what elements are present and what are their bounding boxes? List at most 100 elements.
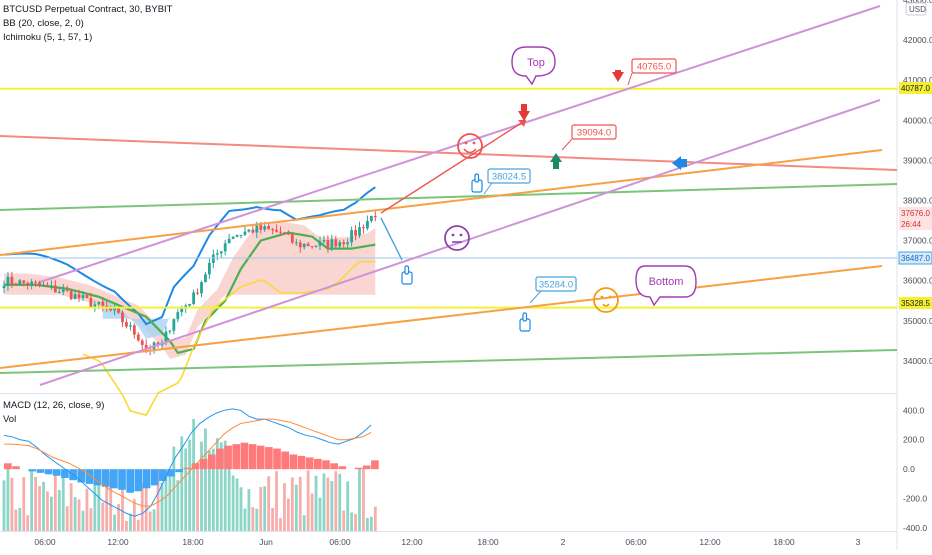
candle-body xyxy=(73,294,77,300)
volume-bar xyxy=(77,499,81,531)
time-tick: 12:00 xyxy=(107,537,129,547)
volume-bar xyxy=(164,471,168,531)
macd-histogram-bar xyxy=(44,469,53,475)
up-arrow-stem xyxy=(553,161,559,169)
candle-body xyxy=(298,242,302,248)
candle-body xyxy=(97,301,101,305)
volume-bar xyxy=(302,515,306,531)
callout-38024-leader xyxy=(483,182,493,195)
candle-body xyxy=(267,226,271,230)
volume-bar xyxy=(38,486,41,531)
surprised-face-icon-eye xyxy=(600,295,604,299)
volume-bar xyxy=(208,450,211,531)
callout-39094-box xyxy=(571,124,617,140)
time-tick: Jun xyxy=(259,537,273,547)
candle-body xyxy=(121,312,124,323)
candle-body xyxy=(215,253,219,255)
volume-bar xyxy=(219,442,223,531)
volume-bar xyxy=(263,486,267,531)
candle-body xyxy=(271,229,274,231)
candle-body xyxy=(204,274,207,283)
volume-bar xyxy=(255,508,259,531)
volume-bar xyxy=(132,499,136,531)
callout-39094-leader xyxy=(561,138,573,151)
volume-bar xyxy=(10,477,14,531)
candle-body xyxy=(46,284,49,287)
candle-body xyxy=(188,303,192,306)
candle-body xyxy=(61,289,65,293)
volume-bar xyxy=(117,504,120,531)
orange-trendline-upper xyxy=(0,149,883,256)
price-tick: 34000.0 xyxy=(903,356,932,366)
channel-upper xyxy=(39,5,881,283)
volume-bar xyxy=(204,428,207,531)
macd-histogram-bar xyxy=(338,466,347,470)
time-tick: 2 xyxy=(561,537,566,547)
macd-histogram-bar xyxy=(183,467,192,470)
volume-bar xyxy=(125,520,128,531)
candle-body xyxy=(235,235,239,237)
candle-body xyxy=(354,230,357,236)
callout-40765-leader xyxy=(627,72,633,86)
candle-body xyxy=(255,224,259,233)
candle-body xyxy=(231,236,235,239)
volume-bar xyxy=(279,518,282,531)
candle-body xyxy=(101,301,105,306)
candle-body xyxy=(223,243,227,252)
candle-body xyxy=(322,240,326,242)
candle-body xyxy=(192,292,195,304)
candle-body xyxy=(208,262,211,275)
macd-histogram-bar xyxy=(265,447,273,470)
volume-bar xyxy=(298,476,302,531)
volume-bar xyxy=(188,439,192,531)
volume-bar xyxy=(34,476,37,531)
macd-tick: 0.0 xyxy=(903,464,915,474)
volume-bar xyxy=(342,510,346,531)
price-tick: 38000.0 xyxy=(903,196,932,206)
volume-bar xyxy=(235,478,239,531)
candle-body xyxy=(302,243,306,248)
volume-bar xyxy=(61,472,65,531)
candle-body xyxy=(144,344,148,350)
candle-body xyxy=(2,285,6,288)
candle-body xyxy=(243,231,247,235)
top-bubble xyxy=(511,46,556,86)
projection-up-head xyxy=(518,120,526,127)
volume-bar xyxy=(184,448,188,531)
callout-39094-label: 39094.0 xyxy=(577,128,611,139)
price-tag-label: 26:44 xyxy=(901,220,922,229)
candle-body xyxy=(6,276,10,286)
volume-bar xyxy=(200,441,203,531)
volume-bar xyxy=(231,475,235,531)
candle-body xyxy=(65,289,69,291)
currency-box xyxy=(905,2,927,16)
price-tick: 42000.0 xyxy=(903,35,932,45)
symbol-legend: BTCUSD Perpetual Contract, 30, BYBIT xyxy=(3,4,173,15)
candle-body xyxy=(168,330,172,332)
macd-histogram-bar xyxy=(313,458,322,470)
neutral-face-icon-eye xyxy=(451,233,455,237)
candle-body xyxy=(30,281,34,286)
macd-histogram-bar xyxy=(240,442,249,470)
candle-body xyxy=(81,295,85,299)
volume-bar xyxy=(93,471,97,531)
macd-histogram-bar xyxy=(134,469,143,492)
volume-bar xyxy=(136,519,140,531)
price-tag-label: 40787.0 xyxy=(901,84,930,93)
candle-body xyxy=(156,342,160,346)
callout-38024-label: 38024.5 xyxy=(492,172,526,183)
volume-bar xyxy=(322,473,326,531)
callout-40765-box xyxy=(631,58,677,74)
macd-histogram-bar xyxy=(207,454,216,470)
surprised-face-icon xyxy=(593,287,619,313)
candle-body xyxy=(251,229,255,233)
volume-bar xyxy=(366,517,369,531)
down-arrow-stem xyxy=(615,70,621,77)
volume-bar xyxy=(354,514,357,531)
price-tick: 37000.0 xyxy=(903,236,932,246)
price-tag-label: 36487.0 xyxy=(901,254,930,263)
candle-body xyxy=(358,227,361,236)
macd-legend: MACD (12, 26, close, 9) xyxy=(3,400,105,411)
